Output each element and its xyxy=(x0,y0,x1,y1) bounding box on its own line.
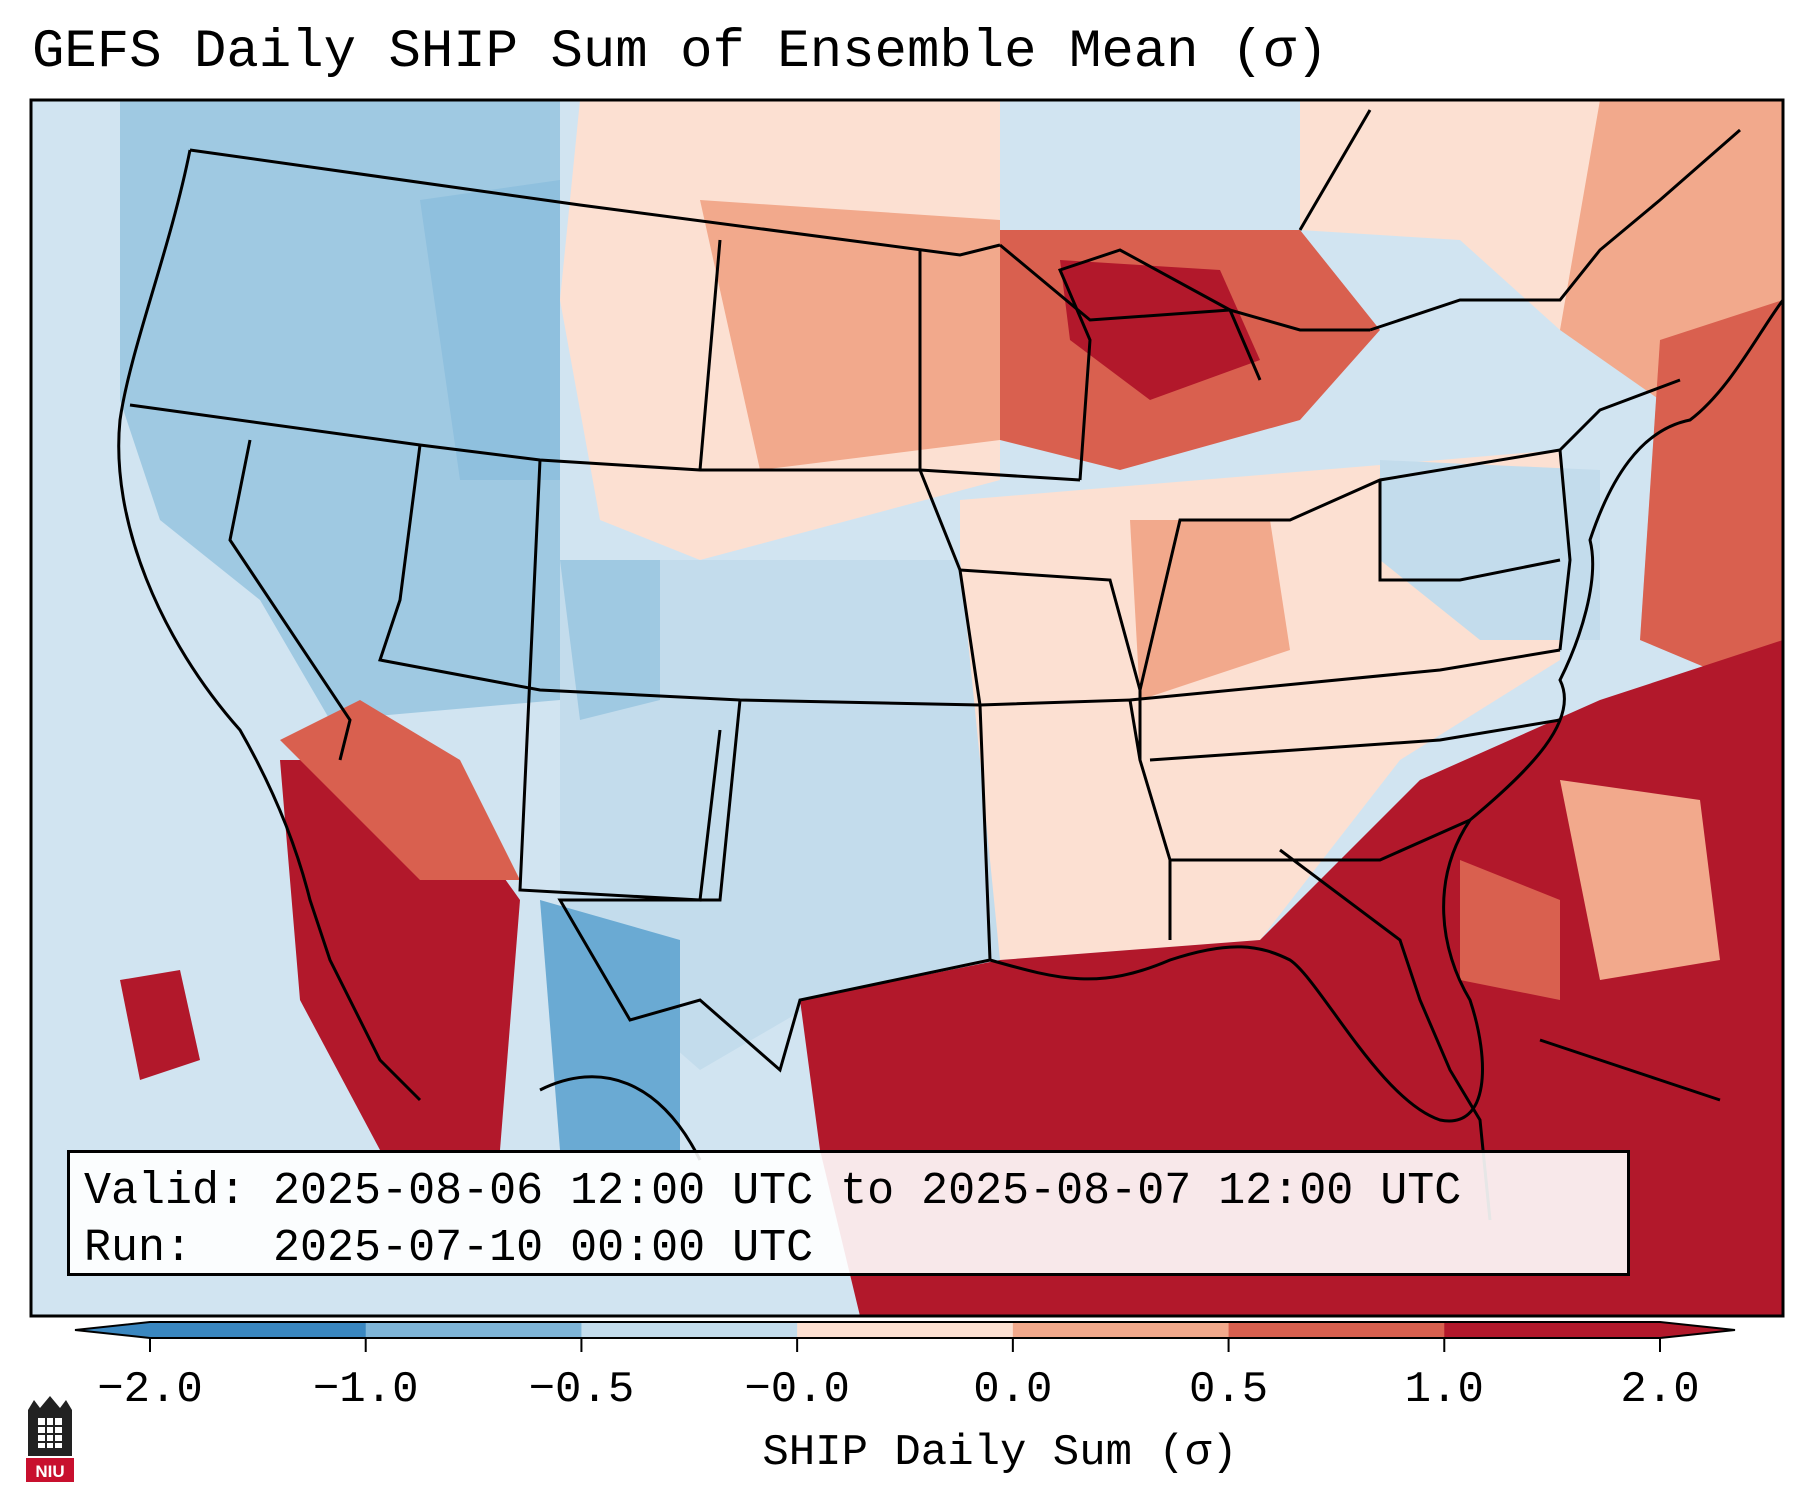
info-box: Valid: 2025-08-06 12:00 UTC to 2025-08-0… xyxy=(67,1150,1630,1276)
chart-title: GEFS Daily SHIP Sum of Ensemble Mean (σ) xyxy=(32,22,1329,83)
colorbar-tick-label: 2.0 xyxy=(1620,1365,1700,1415)
colorbar-tick-label: −0.0 xyxy=(744,1365,850,1415)
colorbar-segment xyxy=(1444,1322,1661,1338)
colorbar-tick-label: 1.0 xyxy=(1404,1365,1484,1415)
run-value: 2025-07-10 00:00 UTC xyxy=(273,1223,814,1274)
colorbar-label: SHIP Daily Sum (σ) xyxy=(762,1428,1238,1478)
colorbar-segment xyxy=(1228,1322,1445,1338)
colorbar-segment xyxy=(150,1322,367,1338)
colorbar-segment xyxy=(797,1322,1014,1338)
run-label: Run: xyxy=(84,1223,193,1274)
map-frame xyxy=(29,98,1785,1318)
colorbar-tick-label: 0.0 xyxy=(973,1365,1053,1415)
state-boundaries xyxy=(117,109,1783,1221)
colorbar-tick-label: −1.0 xyxy=(312,1365,419,1415)
colorbar-tick-label: 0.5 xyxy=(1188,1365,1269,1415)
valid-label: Valid: xyxy=(84,1166,247,1217)
colorbar-tick-label: −0.5 xyxy=(528,1365,635,1415)
colorbar-extend-low xyxy=(75,1322,150,1338)
colorbar-segment xyxy=(1012,1322,1230,1338)
colorbar-extend-high xyxy=(1660,1322,1735,1338)
colorbar-tick-label: −2.0 xyxy=(97,1365,203,1415)
colorbar-segment xyxy=(365,1322,582,1338)
valid-value: 2025-08-06 12:00 UTC to 2025-08-07 12:00… xyxy=(273,1166,1462,1217)
colorbar xyxy=(74,1321,1736,1352)
svg-text:NIU: NIU xyxy=(35,1462,64,1481)
colorbar-segment xyxy=(581,1322,798,1338)
niu-logo-icon: NIU xyxy=(26,1396,74,1482)
field-layer xyxy=(31,100,1783,1316)
